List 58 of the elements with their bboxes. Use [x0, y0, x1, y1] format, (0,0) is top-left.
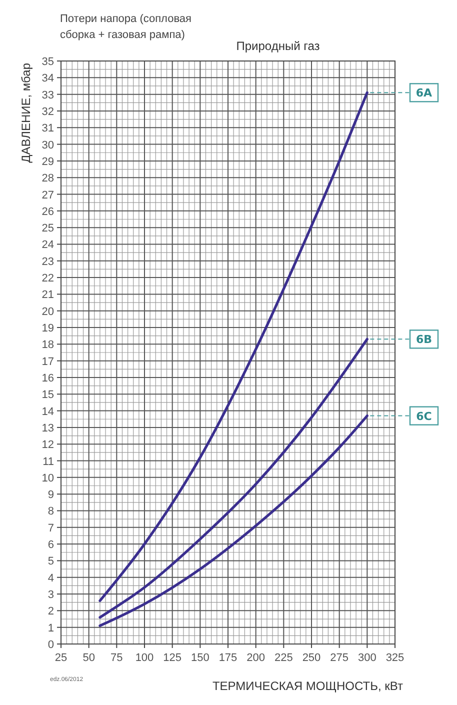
y-tick-label: 12: [42, 439, 54, 452]
x-tick-label: 325: [386, 652, 404, 664]
x-tick-label: 300: [358, 652, 376, 664]
y-tick-label: 28: [42, 172, 54, 185]
x-tick-label: 200: [246, 652, 266, 664]
y-tick-label: 5: [48, 556, 54, 568]
y-tick-label: 1: [48, 622, 54, 634]
y-tick-label: 23: [42, 256, 54, 268]
chart-title: Природный газ: [236, 39, 320, 53]
line-series: [98, 91, 368, 602]
y-tick-label: 19: [42, 322, 54, 335]
y-tick-label: 35: [42, 56, 54, 68]
y-tick-label: 29: [42, 156, 54, 168]
y-tick-label: 6: [48, 539, 54, 552]
y-tick-label: 33: [42, 89, 54, 102]
y-tick-label: 17: [42, 356, 54, 368]
y-tick-label: 34: [42, 72, 54, 85]
y-tick-label: 14: [42, 406, 54, 418]
y-tick-label: 26: [42, 206, 54, 218]
y-tick-label: 24: [42, 239, 54, 252]
x-tick-label: 150: [190, 652, 210, 664]
y-tick-label: 32: [42, 106, 54, 118]
x-tick-label: 125: [163, 652, 182, 664]
line-series: [98, 338, 368, 619]
x-tick-label: 225: [274, 652, 293, 664]
y-tick-label: 0: [48, 639, 54, 651]
y-tick-label: 18: [42, 339, 54, 352]
text: 6B: [416, 333, 432, 346]
text: 6A: [416, 86, 433, 100]
y-tick-label: 16: [42, 372, 54, 384]
y-tick-label: 20: [42, 306, 54, 318]
y-tick-label: 4: [48, 572, 54, 584]
x-tick-label: 100: [135, 652, 154, 664]
y-tick-label: 27: [42, 189, 54, 202]
text: 6C: [416, 410, 432, 423]
x-tick-label: 175: [218, 652, 238, 664]
y-tick-label: 10: [42, 472, 54, 484]
y-tick-label: 2: [48, 606, 54, 618]
x-tick-label: 250: [302, 652, 321, 664]
y-tick-label: 15: [42, 389, 54, 402]
text: Потери напора (сопловая сборка + газовая рампа): [60, 13, 192, 41]
x-tick-label: 275: [330, 652, 349, 664]
line-series: [98, 414, 368, 627]
y-tick-label: 13: [42, 422, 54, 434]
x-tick-label: 50: [82, 652, 95, 664]
y-tick-label: 30: [42, 139, 54, 152]
y-tick-label: 21: [42, 289, 54, 302]
y-tick-label: 22: [42, 272, 54, 285]
y-tick-label: 11: [42, 456, 54, 468]
x-axis-title: ТЕРМИЧЕСКАЯ МОЩНОСТЬ, кВт: [212, 679, 404, 693]
x-tick-label: 75: [110, 652, 123, 664]
y-axis-title: ДАВЛЕНИЕ, мбар: [19, 62, 33, 163]
y-tick-label: 25: [42, 222, 54, 235]
y-tick-label: 8: [48, 506, 54, 518]
y-tick-label: 7: [48, 522, 54, 534]
y-tick-label: 9: [48, 489, 54, 502]
y-tick-label: 3: [48, 589, 54, 602]
y-tick-label: 31: [42, 122, 54, 135]
